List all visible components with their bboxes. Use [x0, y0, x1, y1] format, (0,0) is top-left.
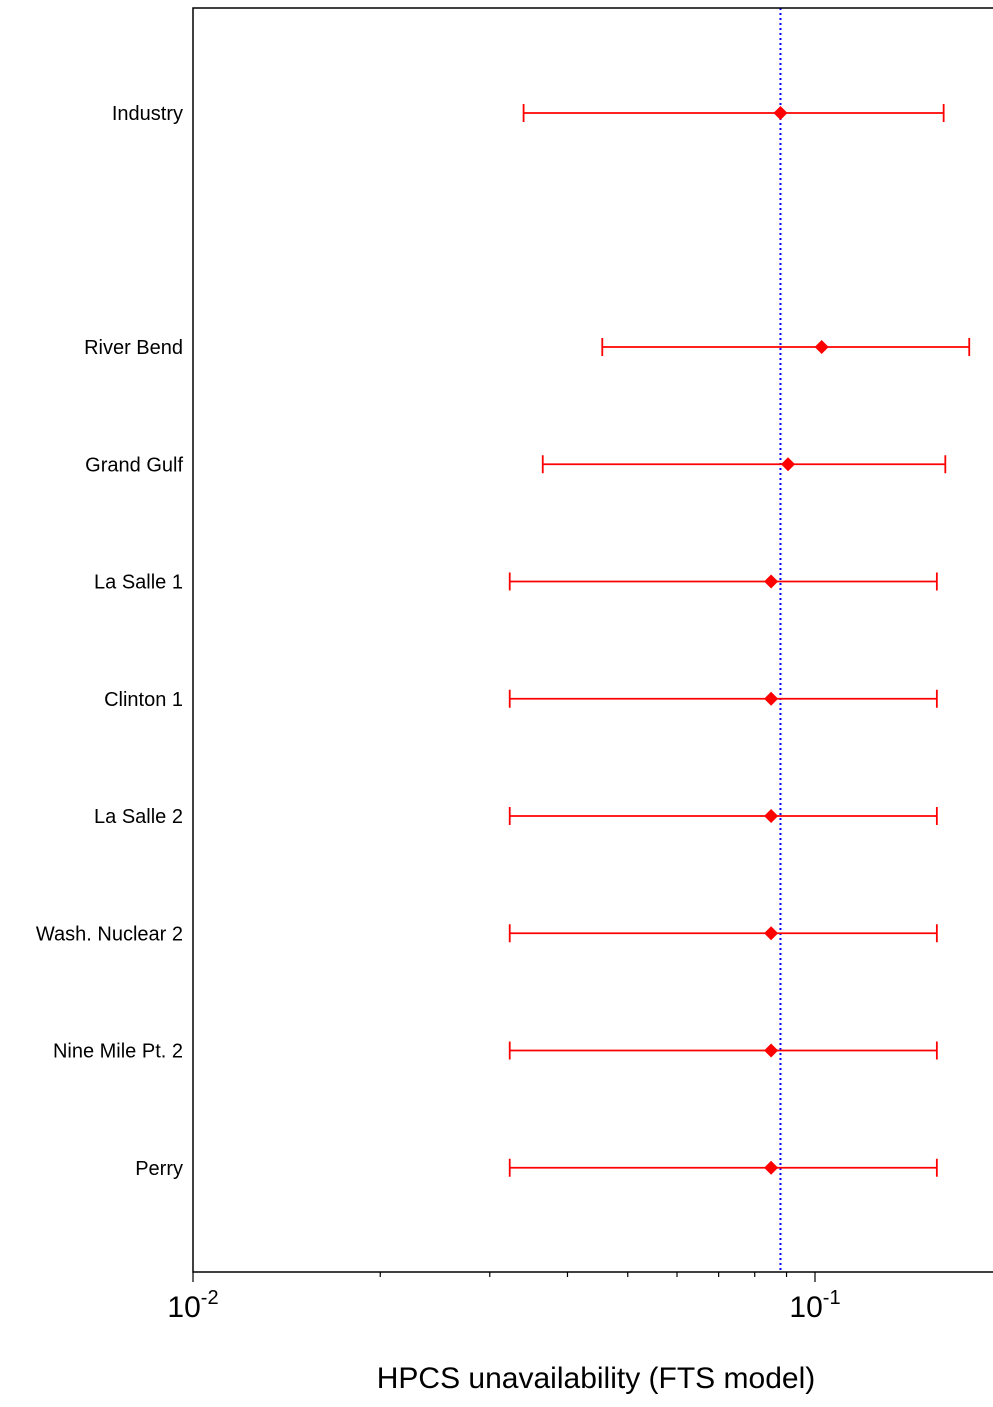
plot-frame — [192, 7, 993, 1273]
category-labels: Industry River Bend Grand Gulf La Salle 1 Cl… — [36, 103, 184, 1180]
point-marker — [764, 1043, 779, 1058]
interval-row — [508, 924, 938, 943]
point-marker — [764, 691, 779, 706]
point-marker — [773, 106, 788, 120]
interval-row — [601, 338, 971, 356]
category-label: Grand Gulf — [85, 454, 183, 476]
x-axis-title: HPCS unavailability (FTS model) — [377, 1362, 815, 1395]
category-label: River Bend — [84, 337, 183, 359]
interval-row — [508, 1158, 938, 1177]
point-marker — [764, 809, 779, 823]
category-label: Industry — [112, 103, 183, 125]
interval-row — [508, 572, 938, 591]
interval-row — [508, 807, 938, 825]
x-axis-ticks — [192, 1272, 816, 1282]
x-tick-label: 10-1 — [789, 1287, 840, 1324]
interval-series — [508, 104, 971, 1177]
interval-row — [508, 1041, 938, 1060]
interval-row — [541, 455, 947, 474]
category-label: Nine Mile Pt. 2 — [53, 1041, 183, 1063]
x-tick-labels: 10-2 10-1 — [167, 1287, 840, 1324]
category-label: Clinton 1 — [104, 689, 183, 711]
point-marker — [764, 574, 779, 589]
interval-row — [522, 104, 945, 122]
category-label: La Salle 2 — [94, 806, 183, 828]
interval-row — [508, 689, 938, 708]
point-marker — [814, 340, 829, 354]
point-marker — [764, 1160, 779, 1175]
category-label: Wash. Nuclear 2 — [36, 923, 183, 945]
x-tick-label: 10-2 — [167, 1287, 218, 1324]
category-label: Perry — [135, 1158, 183, 1180]
category-label: La Salle 1 — [94, 572, 183, 594]
point-marker — [764, 926, 779, 941]
point-marker — [781, 457, 796, 472]
